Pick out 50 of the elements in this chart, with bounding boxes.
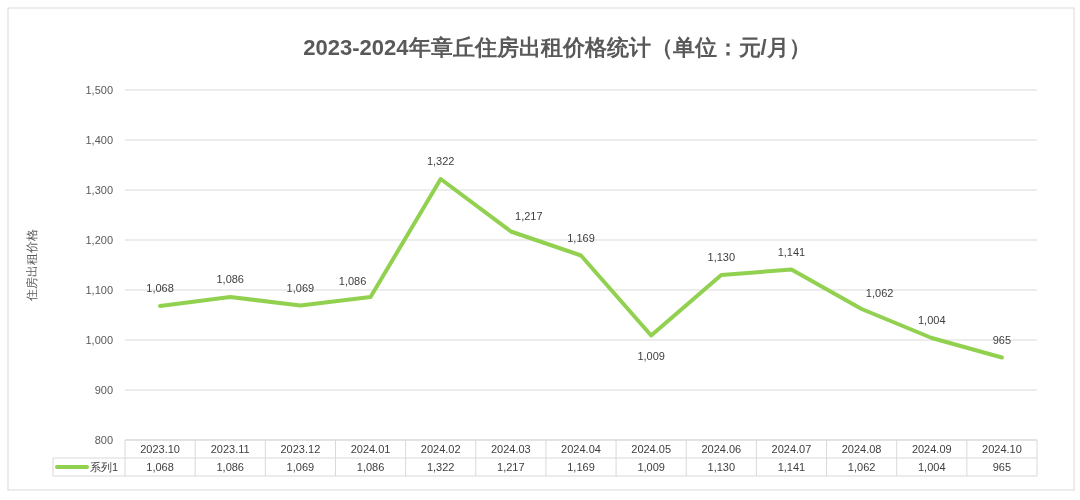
data-label: 1,068 [146, 282, 174, 294]
legend-label: 系列1 [90, 461, 119, 473]
x-tick-label: 2024.09 [911, 443, 952, 455]
y-tick-label: 1,100 [85, 284, 113, 296]
y-axis-title: 住房出租价格 [25, 229, 39, 302]
data-label: 1,086 [338, 275, 367, 287]
data-label: 1,069 [286, 461, 315, 473]
y-tick-label: 1,500 [85, 84, 113, 96]
x-tick-label: 2024.01 [350, 443, 391, 455]
x-tick-label: 2024.08 [841, 443, 882, 455]
data-label: 1,169 [567, 461, 595, 473]
x-tick-label: 2024.06 [701, 443, 742, 455]
data-label: 1,141 [777, 245, 806, 258]
x-tick-label: 2024.05 [631, 443, 672, 455]
y-tick-label: 900 [94, 384, 113, 396]
data-label: 1,086 [216, 273, 244, 285]
data-label: 1,062 [865, 287, 894, 299]
data-label: 965 [992, 461, 1012, 473]
x-tick-label: 2024.04 [561, 443, 601, 455]
data-label: 1,217 [497, 461, 525, 473]
x-tick-label: 2024.07 [771, 443, 812, 455]
x-tick-label: 2023.12 [280, 443, 321, 455]
data-label: 1,322 [426, 155, 455, 167]
y-tick-label: 1,400 [85, 134, 113, 146]
y-tick-label: 1,000 [85, 334, 113, 346]
data-label: 1,069 [286, 281, 315, 294]
y-tick-label: 1,200 [85, 234, 113, 246]
title: 2023-2024年章丘住房出租价格统计（单位：元/月） [303, 35, 811, 60]
x-tick-label: 2023.10 [140, 443, 180, 455]
data-label: 1,169 [567, 231, 595, 244]
x-tick-label: 2024.10 [982, 443, 1022, 455]
data-label: 1,062 [847, 461, 876, 473]
y-tick-label: 800 [94, 434, 113, 446]
data-label: 1,004 [918, 314, 946, 326]
data-label: 1,130 [707, 251, 736, 263]
data-label: 1,130 [707, 461, 736, 473]
x-tick-label: 2024.03 [490, 443, 531, 455]
x-tick-label: 2023.11 [210, 443, 250, 455]
data-label: 1,009 [637, 461, 665, 473]
data-label: 1,068 [146, 461, 174, 473]
data-label: 1,009 [637, 349, 665, 362]
data-label: 1,004 [918, 461, 946, 473]
data-label: 965 [992, 333, 1012, 346]
data-label: 1,086 [356, 461, 385, 473]
data-label: 1,086 [216, 461, 244, 473]
y-tick-label: 1,300 [85, 184, 113, 196]
data-label: 1,141 [777, 461, 806, 473]
data-label: 1,217 [515, 209, 543, 222]
x-tick-label: 2024.02 [420, 443, 461, 455]
data-label: 1,322 [426, 461, 455, 473]
